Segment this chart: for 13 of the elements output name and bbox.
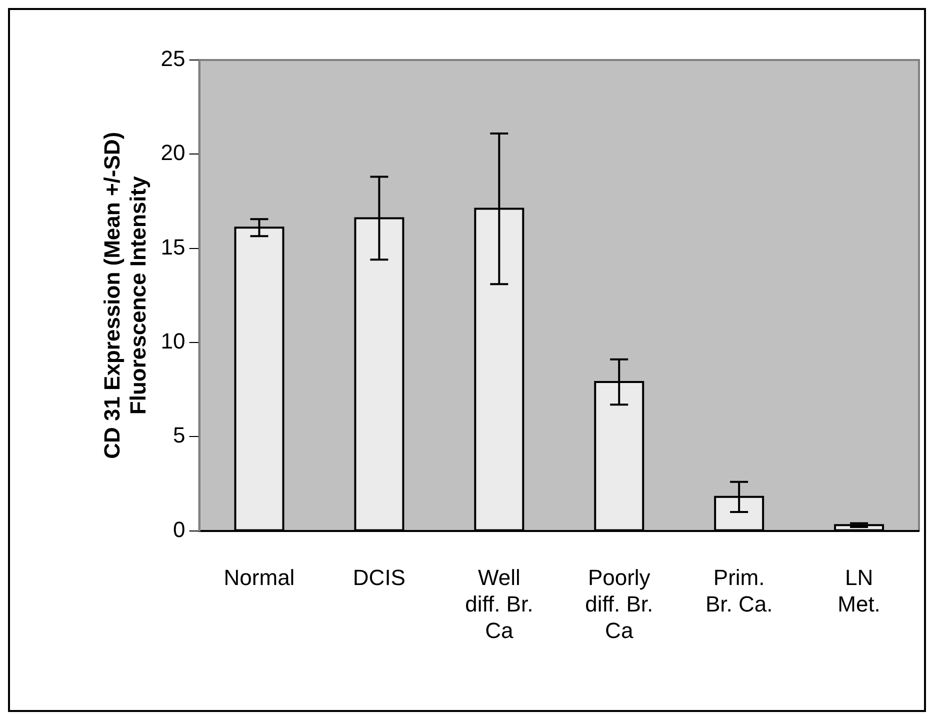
x-tick-label: LN Met.: [838, 565, 880, 616]
y-tick-label: 0: [173, 516, 186, 542]
y-tick-label: 15: [160, 234, 186, 260]
x-tick-label: Prim. Br. Ca.: [705, 565, 773, 616]
x-tick-label: Normal: [224, 565, 295, 590]
y-tick-label: 20: [160, 140, 186, 166]
x-tick-label: DCIS: [352, 565, 406, 590]
y-tick-label: 5: [173, 422, 186, 448]
x-tick-label: Well diff. Br. Ca: [465, 565, 534, 643]
x-tick-label: Poorly diff. Br. Ca: [585, 565, 654, 643]
y-tick-label: 10: [160, 328, 186, 354]
y-axis-title: CD 31 Expression (Mean +/-SD) Fluorescence Intensity: [99, 132, 151, 459]
y-tick-label: 25: [160, 46, 186, 72]
